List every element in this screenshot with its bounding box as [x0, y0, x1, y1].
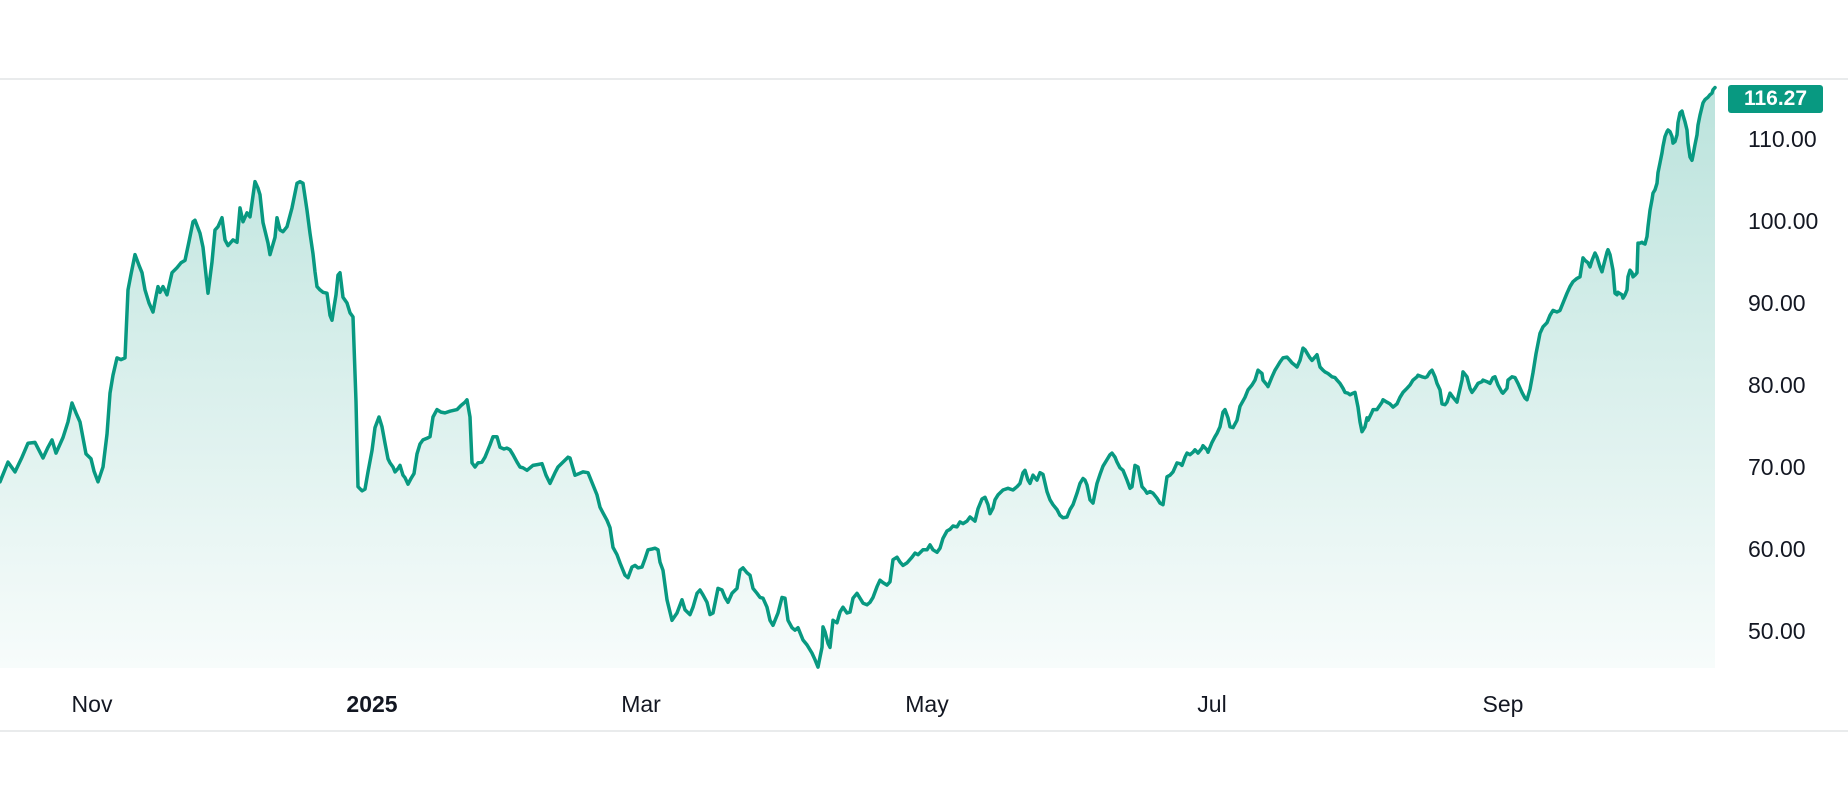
- price-tick-label: 70.00: [1748, 454, 1806, 480]
- price-line: [0, 85, 1717, 669]
- pane-top-border: [0, 78, 1848, 80]
- last-price-label: 116.27: [1743, 87, 1808, 110]
- price-tick-label: 110.00: [1748, 126, 1817, 152]
- chart-bottom-border: [0, 730, 1848, 732]
- price-tick-label: 100.00: [1748, 208, 1819, 234]
- time-tick-label: 2025: [346, 691, 398, 717]
- price-tick-label: 60.00: [1748, 536, 1806, 562]
- price-tick-label: 80.00: [1748, 372, 1806, 398]
- price-tick-label: 90.00: [1748, 290, 1806, 316]
- time-tick-label: Nov: [71, 691, 113, 717]
- time-tick-label: Sep: [1482, 691, 1524, 717]
- time-tick-label: Jul: [1197, 691, 1227, 717]
- price-tick-label: 50.00: [1748, 618, 1806, 644]
- time-tick-label: Mar: [621, 691, 661, 717]
- area-fill: [0, 87, 1715, 669]
- last-price-badge: 116.27: [1728, 85, 1823, 113]
- time-tick-label: May: [905, 691, 949, 717]
